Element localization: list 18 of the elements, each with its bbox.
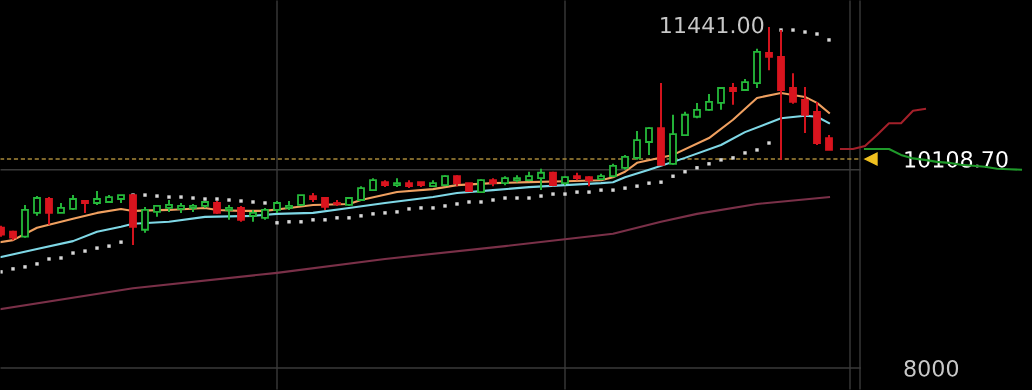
- candlestick: [645, 126, 653, 156]
- candlestick: [789, 72, 797, 105]
- candlestick: [633, 130, 641, 161]
- y-tick-label: 8000: [904, 359, 959, 377]
- candlestick: [141, 205, 149, 234]
- line-series: [0, 195, 831, 311]
- candlestick: [765, 25, 773, 72]
- candlestick: [537, 167, 545, 192]
- candlestick: [681, 110, 689, 138]
- line-series: [0, 91, 831, 244]
- candlestick: [33, 195, 41, 217]
- line-series: [839, 107, 927, 150]
- candlestick: [801, 86, 809, 135]
- line-series: [863, 147, 1023, 171]
- candlestick: [729, 82, 737, 106]
- candlestick: [45, 196, 53, 226]
- candlestick: [717, 86, 725, 111]
- annotation: 11441.00: [661, 16, 764, 34]
